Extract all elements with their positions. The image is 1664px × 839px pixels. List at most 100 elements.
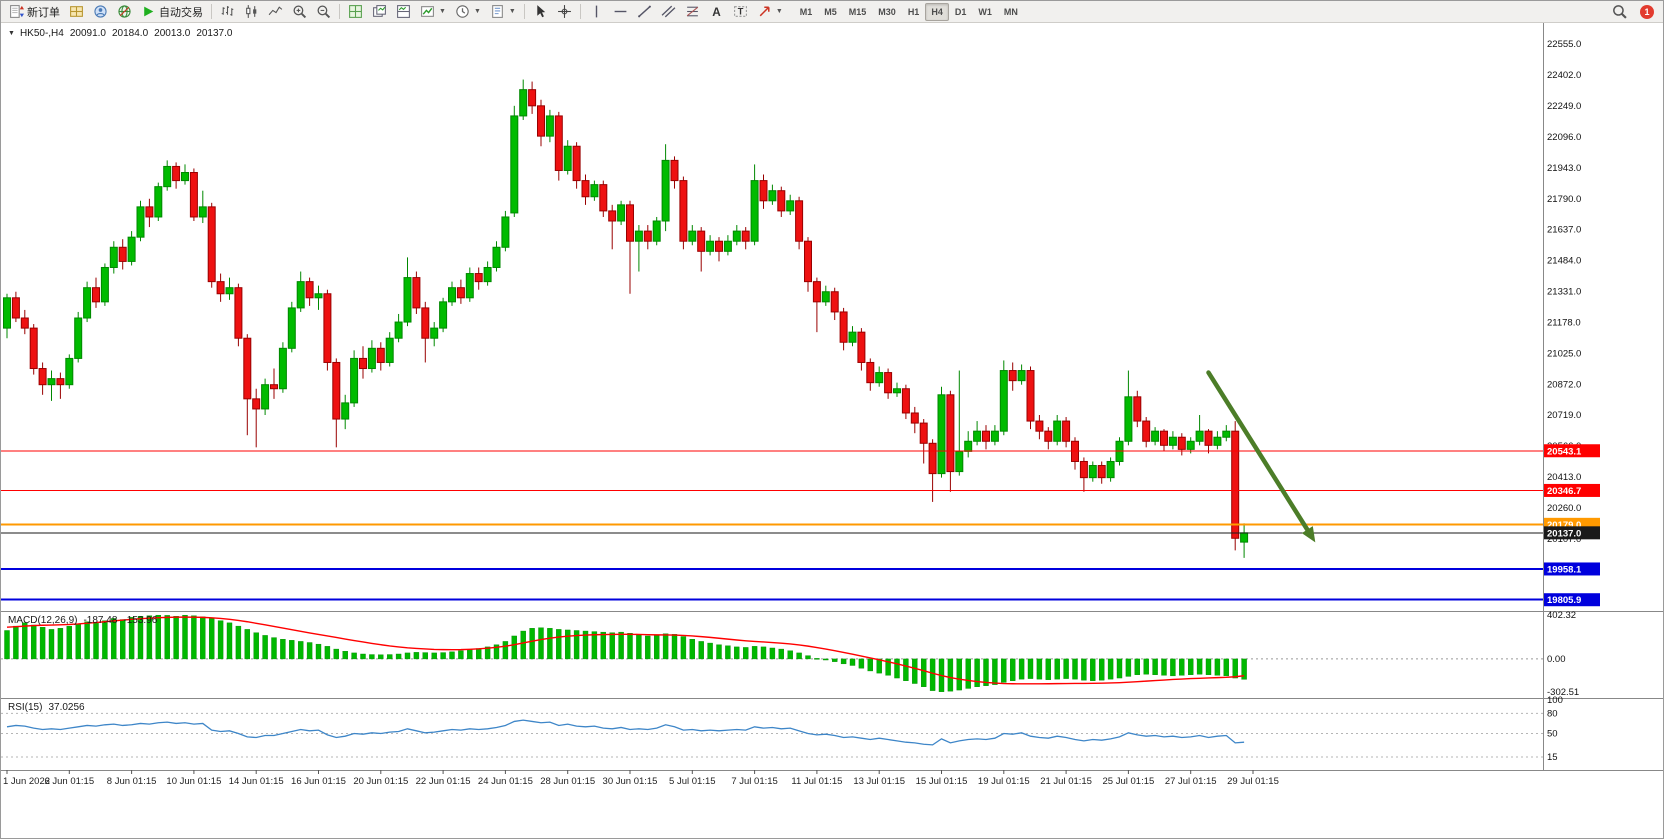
- candle-chart-type-button[interactable]: [240, 2, 263, 22]
- rsi-label: RSI(15) 37.0256: [8, 702, 85, 714]
- svg-text:24 Jun 01:15: 24 Jun 01:15: [478, 776, 533, 787]
- bar-chart-icon: [221, 6, 234, 16]
- arrows-tool-button[interactable]: ▼: [753, 2, 787, 22]
- timeframe-w1[interactable]: W1: [978, 6, 992, 17]
- svg-text:80: 80: [1547, 708, 1558, 719]
- svg-text:8 Jun 01:15: 8 Jun 01:15: [107, 776, 157, 787]
- price-badges: 20543.1 20346.7 20179.0 19958.1 19805.9 20137…: [1544, 444, 1600, 607]
- cascade-windows-button[interactable]: [368, 2, 391, 22]
- arrows-icon: [759, 6, 770, 17]
- timeframe-h1[interactable]: H1: [907, 6, 920, 17]
- zoom-out-button[interactable]: [312, 2, 335, 22]
- timeframe-m5[interactable]: M5: [824, 6, 837, 17]
- vertical-line-icon: [595, 5, 598, 18]
- svg-text:21943.0: 21943.0: [1547, 163, 1581, 174]
- timeframe-d1[interactable]: D1: [954, 6, 967, 17]
- horizontal-line-tool-button[interactable]: [609, 2, 632, 22]
- candles: [3, 79, 1249, 558]
- line-chart-type-button[interactable]: [264, 2, 287, 22]
- rsi-pane: 100 80 50 15: [1, 695, 1563, 763]
- zoom-out-icon: [317, 5, 331, 19]
- svg-text:20543.1: 20543.1: [1547, 446, 1582, 457]
- svg-text:22 Jun 01:15: 22 Jun 01:15: [416, 776, 471, 787]
- svg-text:15: 15: [1547, 752, 1558, 763]
- trendline-tool-button[interactable]: [633, 2, 656, 22]
- bar-chart-type-button[interactable]: [216, 2, 239, 22]
- svg-text:21178.0: 21178.0: [1547, 317, 1581, 328]
- svg-text:22555.0: 22555.0: [1547, 39, 1581, 50]
- timeframe-m1[interactable]: M1: [799, 6, 813, 17]
- toolbar-separator: [579, 4, 581, 19]
- auto-trading-label: 自动交易: [159, 6, 203, 19]
- periods-button[interactable]: ▼: [451, 2, 485, 22]
- arrange-windows-button[interactable]: [392, 2, 415, 22]
- channel-tool-button[interactable]: [657, 2, 680, 22]
- svg-text:14 Jun 01:15: 14 Jun 01:15: [229, 776, 284, 787]
- svg-text:20872.0: 20872.0: [1547, 379, 1581, 390]
- svg-text:29 Jul 01:15: 29 Jul 01:15: [1227, 776, 1279, 787]
- crosshair-button[interactable]: [553, 2, 576, 22]
- svg-text:20413.0: 20413.0: [1547, 472, 1581, 483]
- clock-icon: [456, 5, 469, 18]
- label-tool-button[interactable]: T: [729, 2, 752, 22]
- globe-icon: [118, 5, 131, 18]
- chart-canvas[interactable]: 22555.0 22402.0 22249.0 22096.0 21943.0 21790…: [1, 23, 1664, 839]
- text-tool-button[interactable]: A: [705, 2, 728, 22]
- svg-text:22402.0: 22402.0: [1547, 70, 1581, 81]
- svg-text:21484.0: 21484.0: [1547, 256, 1581, 267]
- svg-text:21790.0: 21790.0: [1547, 194, 1581, 205]
- auto-trading-button[interactable]: 自动交易: [137, 2, 207, 22]
- svg-text:22249.0: 22249.0: [1547, 101, 1581, 112]
- new-order-label: 新订单: [27, 6, 60, 19]
- macd-name: MACD(12,26,9): [8, 615, 78, 626]
- svg-text:21637.0: 21637.0: [1547, 225, 1581, 236]
- timeframe-m30[interactable]: M30: [878, 6, 896, 17]
- fibonacci-icon: [686, 6, 699, 17]
- label-icon: T: [733, 6, 747, 17]
- timeframe-mn[interactable]: MN: [1003, 6, 1018, 17]
- svg-text:19805.9: 19805.9: [1547, 595, 1581, 606]
- profiles-button[interactable]: [89, 2, 112, 22]
- profiles-icon: [94, 5, 107, 18]
- tile-windows-button[interactable]: [344, 2, 367, 22]
- trendline-icon: [637, 5, 651, 18]
- macd-label: MACD(12,26,9) -187.48 -153.96: [8, 615, 157, 627]
- horizontal-lines[interactable]: [1, 450, 1543, 601]
- svg-text:20260.0: 20260.0: [1547, 503, 1581, 514]
- rsi-name: RSI(15): [8, 702, 43, 713]
- svg-text:25 Jul 01:15: 25 Jul 01:15: [1103, 776, 1155, 787]
- svg-text:20 Jun 01:15: 20 Jun 01:15: [353, 776, 408, 787]
- svg-text:16 Jun 01:15: 16 Jun 01:15: [291, 776, 346, 787]
- new-order-icon: [10, 5, 24, 18]
- candlestick-icon: [246, 5, 257, 18]
- vertical-line-tool-button[interactable]: [585, 2, 608, 22]
- timeframe-h4[interactable]: H4: [925, 2, 949, 21]
- fibonacci-tool-button[interactable]: [681, 2, 704, 22]
- trend-arrow-annotation[interactable]: [1206, 370, 1316, 543]
- svg-text:5 Jul 01:15: 5 Jul 01:15: [669, 776, 715, 787]
- ohlc-close: 20137.0: [196, 28, 233, 39]
- chart-window[interactable]: ▼ HK50-,H4 20091.0 20184.0 20013.0 20137…: [1, 23, 1664, 839]
- cursor-button[interactable]: [529, 2, 552, 22]
- svg-text:20719.0: 20719.0: [1547, 410, 1581, 421]
- auto-trading-play-icon: [144, 6, 154, 17]
- equidistant-channel-icon: [661, 5, 676, 18]
- new-order-button[interactable]: 新订单: [5, 2, 64, 22]
- rsi-value: 37.0256: [48, 702, 85, 713]
- templates-button[interactable]: ▼: [486, 2, 520, 22]
- indicators-button[interactable]: ▼: [416, 2, 450, 22]
- timeframe-m15[interactable]: M15: [848, 6, 867, 17]
- community-button[interactable]: [113, 2, 136, 22]
- search-button[interactable]: [1608, 2, 1631, 22]
- cursor-icon: [537, 5, 546, 18]
- pane-separators[interactable]: [1, 23, 1664, 771]
- symbol-dropdown-icon: ▼: [8, 30, 15, 37]
- svg-text:11 Jul 01:15: 11 Jul 01:15: [791, 776, 842, 787]
- zoom-in-button[interactable]: [288, 2, 311, 22]
- crosshair-icon: [557, 5, 571, 18]
- charts-button[interactable]: [65, 2, 88, 22]
- notification-badge[interactable]: 1: [1640, 4, 1654, 19]
- charts-grid-icon: [70, 6, 83, 17]
